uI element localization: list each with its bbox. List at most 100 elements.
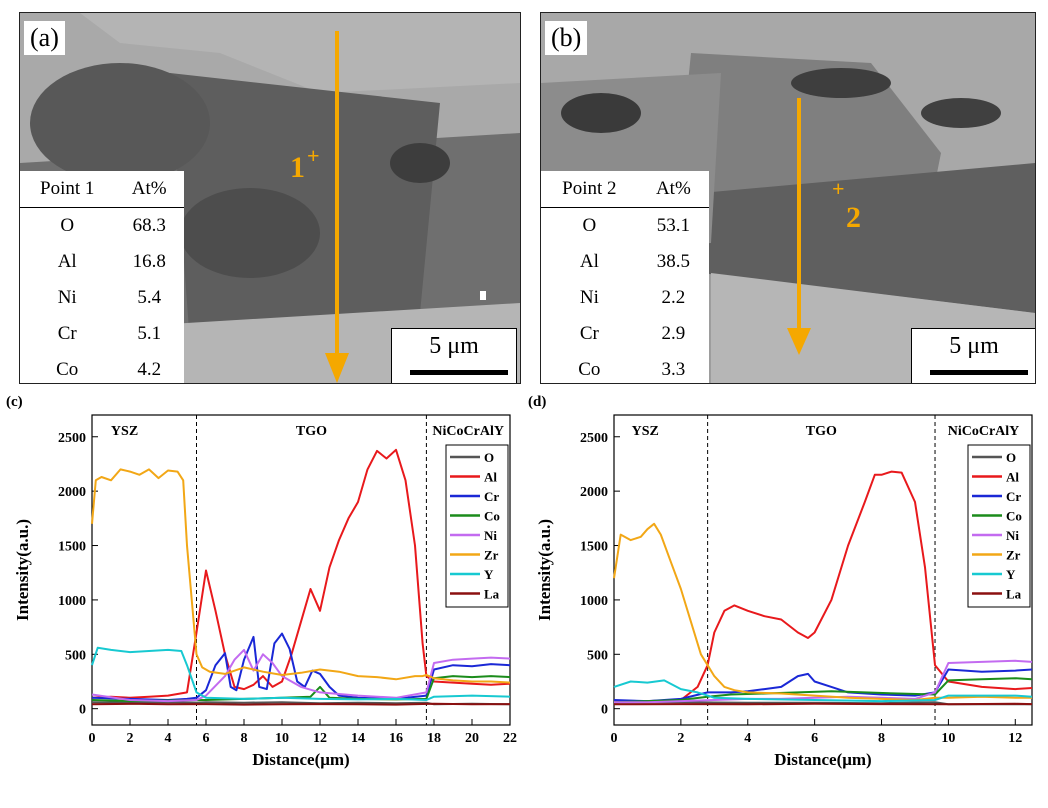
series-line-Y xyxy=(613,679,1033,703)
table-row: Cr 5.1 xyxy=(57,323,162,344)
legend-label: Y xyxy=(484,567,494,582)
table-row: Al 16.8 xyxy=(57,251,166,272)
x-tick-label: 12 xyxy=(313,731,327,746)
x-tick-label: 20 xyxy=(465,731,479,746)
series-line-Cr xyxy=(91,632,511,701)
legend-label: O xyxy=(484,450,494,465)
scale-bar-b: 5 μm xyxy=(911,328,1035,383)
table-row: O 68.3 xyxy=(60,215,166,236)
point-label-b: 2 xyxy=(846,201,861,234)
x-tick-label: 6 xyxy=(811,731,818,746)
legend-label: Ni xyxy=(1006,528,1019,543)
legend-label: Zr xyxy=(484,548,499,563)
x-tick-label: 2 xyxy=(127,731,134,746)
legend-label: Co xyxy=(1006,509,1022,524)
scale-bar-label-a: 5 μm xyxy=(429,333,479,359)
x-tick-label: 16 xyxy=(389,731,403,746)
y-tick-label: 1000 xyxy=(580,594,608,609)
legend-label: Cr xyxy=(484,489,499,504)
legend-label: La xyxy=(1006,587,1022,602)
scale-bar-line-b xyxy=(930,370,1028,375)
table-row: Cr 2.9 xyxy=(579,323,686,344)
series-line-Cr xyxy=(613,668,1033,703)
series-line-Al xyxy=(613,470,1033,704)
legend-label: Al xyxy=(1006,470,1019,485)
y-tick-label: 2500 xyxy=(580,431,608,446)
region-label: NiCoCrAlY xyxy=(432,424,504,439)
x-tick-label: 0 xyxy=(89,731,96,746)
point-label-a: 1 xyxy=(290,151,305,184)
region-label: YSZ xyxy=(632,424,659,439)
region-label: TGO xyxy=(806,424,837,439)
point-marker-a: + xyxy=(307,143,320,168)
legend-label: Al xyxy=(484,470,497,485)
series-line-Al xyxy=(91,448,511,699)
legend-label: Zr xyxy=(1006,548,1021,563)
series-line-Ni xyxy=(614,659,1033,704)
x-tick-label: 4 xyxy=(744,731,751,746)
x-axis-label: Distance(μm) xyxy=(252,750,349,769)
region-label: YSZ xyxy=(111,424,138,439)
table-row: Ni 5.4 xyxy=(57,287,162,308)
series-line-Ni xyxy=(91,648,511,703)
table-row: Co 4.2 xyxy=(56,359,162,380)
y-axis-label: Intensity(a.u.) xyxy=(13,519,32,621)
x-tick-label: 12 xyxy=(1008,731,1022,746)
chart-tag: (c) xyxy=(6,394,23,410)
x-tick-label: 14 xyxy=(351,731,365,746)
series-line-La xyxy=(91,702,511,706)
table-header-at: At% xyxy=(637,171,709,208)
y-tick-label: 500 xyxy=(65,648,86,663)
sem-image-b: (b) + 2 Point 2 At% O 53.1 Al 38.5 Ni 2.2 C… xyxy=(540,12,1036,384)
region-label: NiCoCrAlY xyxy=(948,424,1020,439)
x-tick-label: 6 xyxy=(203,731,210,746)
y-tick-label: 1500 xyxy=(58,540,86,555)
plot-frame xyxy=(91,414,511,726)
x-tick-label: 8 xyxy=(241,731,248,746)
x-tick-label: 2 xyxy=(677,731,684,746)
line-scan-chart-d: (d) 0 500 1000 1500 2000 2500 0 2 4 6 8 10 12 Distance… xyxy=(528,394,1033,769)
table-row: Ni 2.2 xyxy=(579,287,686,308)
table-row: Al 38.5 xyxy=(579,251,690,272)
table-header-at: At% xyxy=(114,171,184,208)
y-tick-label: 2000 xyxy=(58,485,86,500)
x-tick-label: 10 xyxy=(275,731,289,746)
y-tick-label: 500 xyxy=(587,648,608,663)
y-tick-label: 2000 xyxy=(580,485,608,500)
legend-label: Cr xyxy=(1006,489,1021,504)
table-header-point: Point 2 xyxy=(541,171,638,208)
x-tick-label: 8 xyxy=(878,731,885,746)
panel-tag-b: (b) xyxy=(545,21,588,55)
legend-label: Y xyxy=(1006,567,1016,582)
scale-bar-a: 5 μm xyxy=(391,328,517,383)
sem-image-a: (a) + 1 Point 1 At% O 68.3 Al 16.8 Ni 5.4 C… xyxy=(19,12,521,384)
y-tick-label: 1500 xyxy=(580,540,608,555)
scale-bar-label-b: 5 μm xyxy=(949,333,999,359)
x-tick-label: 0 xyxy=(611,731,618,746)
line-scan-chart-c: (c) 0 500 1000 1500 2000 2500 0 2 4 6 8 10 12 14 16 18 20… xyxy=(6,394,517,769)
table-row: O 53.1 xyxy=(582,215,690,236)
plot-frame xyxy=(613,414,1033,726)
y-tick-label: 0 xyxy=(601,703,608,718)
series-line-La xyxy=(613,702,1033,706)
legend-box xyxy=(445,444,509,608)
chart-tag: (d) xyxy=(528,394,546,410)
series-line-Co xyxy=(613,677,1033,704)
point-marker-b: + xyxy=(832,176,845,201)
series-line-Zr xyxy=(91,468,511,684)
legend-label: Co xyxy=(484,509,500,524)
y-axis-label: Intensity(a.u.) xyxy=(535,519,554,621)
legend-box xyxy=(967,444,1031,608)
y-tick-label: 1000 xyxy=(58,594,86,609)
table-row: Co 3.3 xyxy=(578,359,686,380)
legend-label: La xyxy=(484,587,500,602)
y-tick-label: 0 xyxy=(79,703,86,718)
x-tick-label: 10 xyxy=(941,731,955,746)
composition-table-b: Point 2 At% O 53.1 Al 38.5 Ni 2.2 Cr 2.9 Co 3… xyxy=(541,171,709,383)
y-tick-label: 2500 xyxy=(58,431,86,446)
region-label: TGO xyxy=(296,424,327,439)
legend-label: O xyxy=(1006,450,1016,465)
legend-label: Ni xyxy=(484,528,497,543)
scale-bar-line-a xyxy=(410,370,508,375)
x-tick-label: 18 xyxy=(427,731,441,746)
